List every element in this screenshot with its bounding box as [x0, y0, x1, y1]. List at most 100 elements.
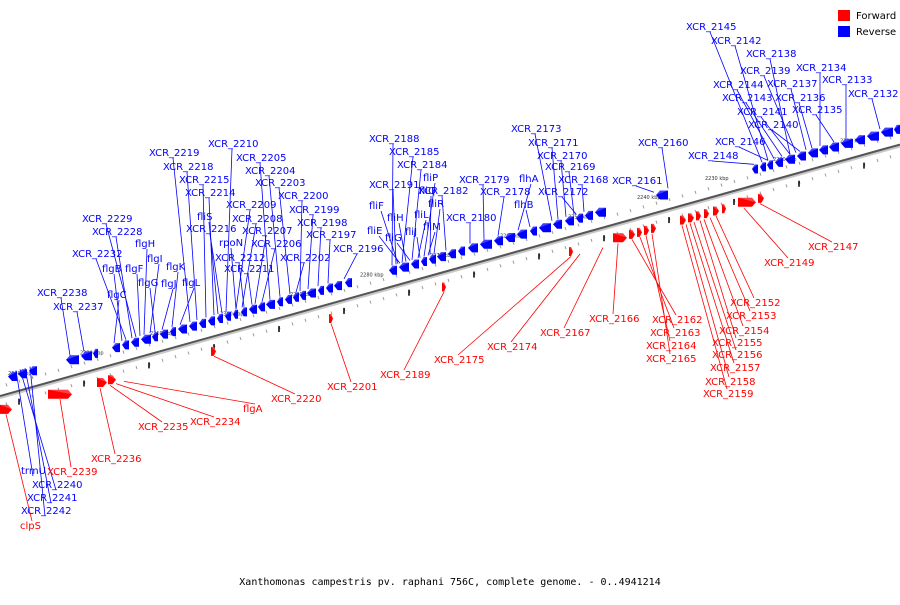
minor-tick [135, 346, 138, 351]
gene-arrow [651, 223, 656, 233]
label-leader-line [401, 156, 414, 263]
label-leader-line [551, 147, 559, 220]
gene-label: XCR_2201 [327, 382, 378, 393]
label-leader-line [563, 247, 604, 329]
gene-label: flgJ [161, 279, 177, 290]
minor-tick [499, 264, 502, 268]
gene-label: fliE [367, 226, 382, 237]
gene-label: XCR_2170 [537, 151, 588, 162]
minor-tick [434, 282, 437, 286]
gene-arrow [494, 236, 503, 246]
gene-arrow-shade [178, 324, 187, 330]
gene-label: fliL [414, 210, 429, 221]
minor-tick [668, 197, 671, 202]
minor-tick [161, 339, 164, 343]
gene-arrow [8, 372, 17, 382]
gene-label: XCR_2154 [719, 326, 770, 337]
gene-arrow [644, 225, 649, 235]
minor-tick [889, 136, 892, 140]
gene-label: XCR_2144 [713, 80, 764, 91]
gene-arrow-shade [494, 236, 503, 241]
label-leader-line [295, 262, 305, 293]
gene-arrow-shade [208, 316, 215, 321]
gene-arrow-shade [785, 154, 795, 160]
label-leader-line [798, 102, 813, 149]
label-leader-line [693, 221, 737, 351]
gene-arrow [211, 346, 216, 356]
label-leader-line [268, 175, 281, 297]
gene-arrow-shade [189, 321, 197, 327]
gene-arrow-shade [867, 131, 879, 137]
gene-label: XCR_2136 [775, 93, 826, 104]
minor-tick [122, 369, 125, 373]
minor-tick [96, 357, 99, 362]
label-leader-line [433, 208, 441, 254]
minor-tick [551, 230, 554, 234]
gene-arrow-shade [285, 294, 292, 300]
gene-label: XCR_2185 [389, 147, 440, 158]
gene-label: fliG [385, 233, 402, 244]
gene-arrow-shade [696, 211, 701, 216]
gene-arrow-shade [688, 213, 694, 218]
gene-arrow [389, 265, 397, 275]
gene-label: fliP [423, 173, 438, 184]
gene-arrow [307, 288, 316, 298]
gene-arrow-shade [738, 197, 756, 203]
gene-label: XCR_2165 [646, 354, 697, 365]
gene-label: XCR_2162 [652, 315, 703, 326]
label-leader-line [380, 210, 399, 264]
gene-label: XCR_2209 [226, 200, 277, 211]
label-leader-line [743, 207, 789, 259]
label-leader-line [330, 323, 352, 383]
gene-arrow-shade [448, 249, 456, 254]
minor-tick [239, 336, 242, 341]
minor-tick [291, 303, 294, 307]
minor-tick [213, 325, 216, 329]
gene-label: XCR_2191 [369, 180, 420, 191]
minor-tick [304, 318, 307, 322]
gene-label: XCR_2169 [545, 162, 596, 173]
minor-tick [603, 216, 606, 220]
gene-arrow-shade [211, 346, 216, 352]
gene-arrow [189, 321, 197, 331]
gene-arrow-shade [758, 193, 764, 199]
gene-label: XCR_2155 [712, 338, 763, 349]
gene-arrow [112, 343, 120, 353]
gene-arrow-shade [569, 246, 573, 252]
minor-tick [694, 209, 697, 213]
gene-arrow-shade [112, 343, 120, 348]
gene-arrow-shade [651, 223, 656, 229]
gene-arrow [576, 213, 583, 223]
gene-arrow-shade [160, 329, 168, 335]
gene-label: XCR_2171 [528, 138, 579, 149]
gene-label: XCR_2199 [289, 205, 340, 216]
gene-label: XCR_2200 [278, 191, 329, 202]
gene-arrow-shade [429, 254, 436, 260]
label-leader-line [631, 239, 677, 316]
gene-label: XCR_2147 [808, 242, 859, 253]
label-leader-line [179, 287, 195, 325]
gene-label: XCR_2241 [27, 493, 78, 504]
label-leader-line [115, 383, 215, 418]
gene-arrow-shade [644, 225, 649, 231]
gene-arrow [152, 332, 158, 342]
minor-tick [343, 288, 346, 293]
label-leader-line [19, 369, 57, 491]
gene-label: XCR_2145 [686, 22, 737, 33]
minor-tick [291, 322, 294, 326]
gene-arrow [539, 223, 551, 233]
gene-label: XCR_2137 [767, 79, 818, 90]
gene-label: XCR_2237 [53, 302, 104, 313]
gene-arrow-shade [307, 288, 316, 293]
gene-arrow [81, 351, 92, 361]
label-leader-line [99, 387, 116, 455]
gene-arrow-shade [530, 226, 537, 231]
gene-arrow [217, 314, 223, 324]
gene-label: XCR_2220 [271, 394, 322, 405]
minor-tick [889, 155, 892, 159]
label-leader-line [143, 248, 148, 335]
label-leader-line [149, 263, 160, 334]
gene-label: XCR_2153 [726, 311, 777, 322]
label-leader-line [235, 209, 251, 310]
gene-label: XCR_2202 [280, 253, 331, 264]
